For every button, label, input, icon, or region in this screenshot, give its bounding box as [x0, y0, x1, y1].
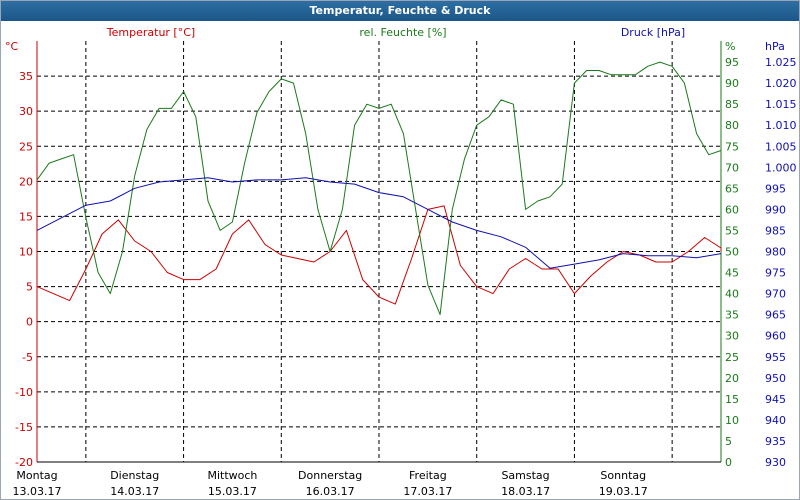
x-tick-date-label: 13.03.17 — [13, 485, 62, 498]
pressure-unit-label: hPa — [765, 40, 785, 53]
pressure-tick-label: 1.005 — [765, 140, 797, 153]
x-tick-day-label: Dienstag — [110, 469, 159, 482]
temperature-tick-label: 0 — [26, 316, 33, 329]
chart-grid — [37, 41, 721, 462]
pressure-tick-label: 935 — [765, 435, 786, 448]
x-tick-date-label: 18.03.17 — [501, 485, 550, 498]
temperature-unit-label: °C — [5, 40, 19, 53]
x-tick-date-label: 15.03.17 — [208, 485, 257, 498]
x-tick-day-label: Donnerstag — [298, 469, 362, 482]
humidity-tick-label: 85 — [725, 98, 739, 111]
humidity-tick-label: 10 — [725, 414, 739, 427]
humidity-tick-label: 80 — [725, 119, 739, 132]
pressure-axis-title: Druck [hPa] — [621, 26, 685, 39]
x-tick-date-label: 16.03.17 — [306, 485, 355, 498]
pressure-tick-label: 950 — [765, 372, 786, 385]
pressure-tick-label: 945 — [765, 393, 786, 406]
humidity-tick-label: 50 — [725, 246, 739, 259]
pressure-tick-label: 1.010 — [765, 119, 797, 132]
humidity-axis-title: rel. Feuchte [%] — [359, 26, 446, 39]
pressure-tick-label: 930 — [765, 456, 786, 469]
humidity-tick-label: 70 — [725, 161, 739, 174]
humidity-tick-label: 60 — [725, 203, 739, 216]
pressure-tick-label: 990 — [765, 203, 786, 216]
temperature-tick-label: -20 — [15, 456, 33, 469]
humidity-tick-label: 90 — [725, 77, 739, 90]
x-tick-day-label: Freitag — [409, 469, 447, 482]
pressure-tick-label: 960 — [765, 330, 786, 343]
humidity-tick-label: 30 — [725, 330, 739, 343]
temperature-tick-label: 10 — [19, 246, 33, 259]
pressure-series-line — [36, 177, 722, 269]
pressure-tick-label: 940 — [765, 414, 786, 427]
humidity-tick-label: 75 — [725, 140, 739, 153]
window-title: Temperatur, Feuchte & Druck — [1, 1, 799, 21]
x-tick-day-label: Samstag — [501, 469, 549, 482]
x-tick-day-label: Sonntag — [600, 469, 646, 482]
temperature-tick-label: 20 — [19, 175, 33, 188]
pressure-tick-label: 970 — [765, 288, 786, 301]
chart-labels: Temperatur [°C] rel. Feuchte [%] Druck [hP… — [106, 26, 685, 39]
x-tick-date-label: 17.03.17 — [403, 485, 452, 498]
temperature-tick-label: -5 — [22, 351, 33, 364]
humidity-unit-label: % — [725, 40, 735, 53]
x-tick-day-label: Montag — [16, 469, 57, 482]
temperature-tick-label: 35 — [19, 70, 33, 83]
x-tick-day-label: Mittwoch — [207, 469, 257, 482]
temperature-axis-title: Temperatur [°C] — [106, 26, 195, 39]
x-tick-date-label: 14.03.17 — [110, 485, 159, 498]
humidity-tick-label: 0 — [725, 456, 732, 469]
humidity-tick-label: 35 — [725, 309, 739, 322]
humidity-tick-label: 25 — [725, 351, 739, 364]
temperature-tick-label: 15 — [19, 210, 33, 223]
temperature-tick-label: 5 — [26, 281, 33, 294]
pressure-tick-label: 1.015 — [765, 98, 797, 111]
chart-ticks: -20 -15 -10 -5 0 5 10 15 20 25 30 35 °C 0 5 10 15 20 25 30 3… — [5, 40, 797, 498]
x-tick-date-label: 19.03.17 — [599, 485, 648, 498]
chart-series — [36, 61, 722, 316]
humidity-tick-label: 55 — [725, 224, 739, 237]
pressure-tick-label: 1.025 — [765, 56, 797, 69]
temperature-tick-label: -10 — [15, 386, 33, 399]
pressure-tick-label: 955 — [765, 351, 786, 364]
humidity-tick-label: 65 — [725, 182, 739, 195]
temperature-series-line — [36, 205, 722, 305]
humidity-tick-label: 20 — [725, 372, 739, 385]
humidity-tick-label: 15 — [725, 393, 739, 406]
temperature-tick-label: -15 — [15, 421, 33, 434]
temperature-tick-label: 25 — [19, 140, 33, 153]
pressure-tick-label: 995 — [765, 182, 786, 195]
temperature-tick-label: 30 — [19, 105, 33, 118]
pressure-tick-label: 1.000 — [765, 161, 797, 174]
pressure-tick-label: 980 — [765, 246, 786, 259]
humidity-tick-label: 45 — [725, 267, 739, 280]
humidity-tick-label: 95 — [725, 56, 739, 69]
humidity-tick-label: 40 — [725, 288, 739, 301]
pressure-tick-label: 985 — [765, 224, 786, 237]
pressure-tick-label: 1.020 — [765, 77, 797, 90]
pressure-tick-label: 965 — [765, 309, 786, 322]
humidity-series-line — [36, 61, 722, 316]
humidity-tick-label: 5 — [725, 435, 732, 448]
chart-svg: -20 -15 -10 -5 0 5 10 15 20 25 30 35 °C 0 5 10 15 20 25 30 3… — [5, 26, 797, 498]
pressure-tick-label: 975 — [765, 267, 786, 280]
